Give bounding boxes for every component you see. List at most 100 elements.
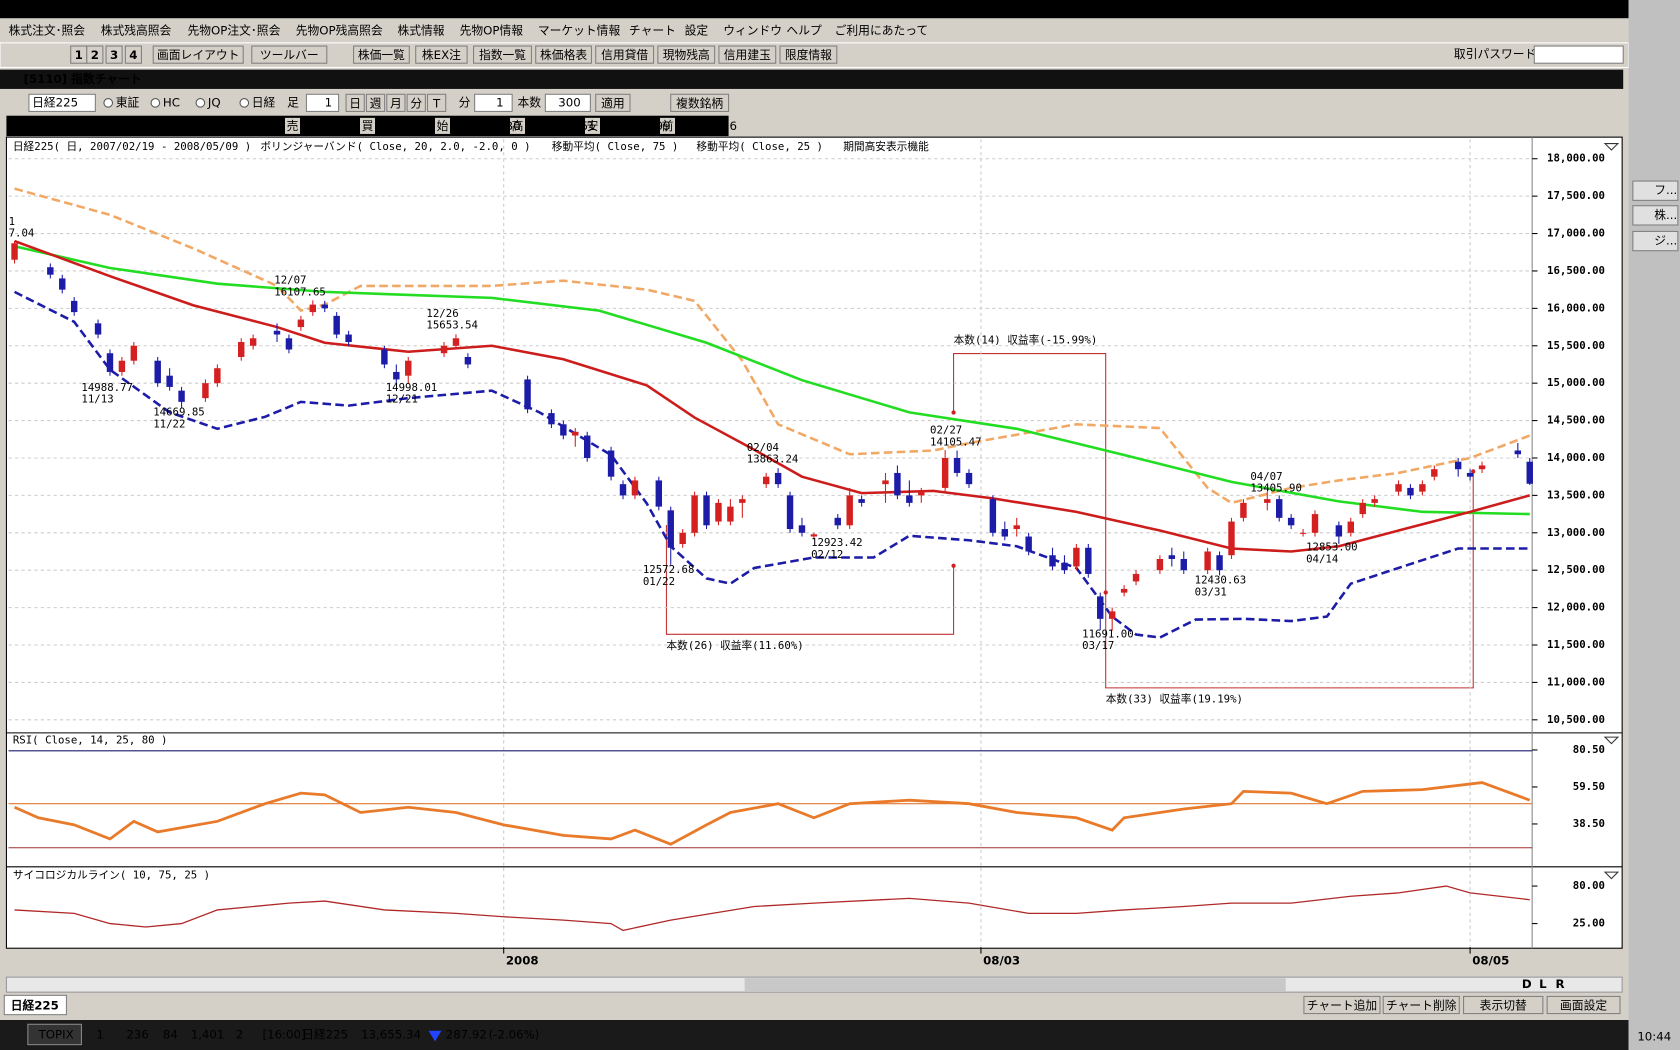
extreme-label: 14105.47	[930, 436, 982, 449]
password-input[interactable]	[1534, 46, 1623, 63]
candle-body	[787, 495, 793, 529]
candle-body	[715, 503, 721, 522]
candle-body	[178, 391, 184, 402]
candle-body	[942, 458, 948, 488]
candle-body	[656, 480, 662, 506]
y-tick-label: 12,500.00	[1547, 563, 1605, 576]
candle-body	[298, 320, 304, 327]
menu-item[interactable]: ウィンドウ	[723, 24, 782, 38]
ashi-value: 1	[325, 95, 333, 109]
candle-body	[1264, 499, 1270, 503]
period-label: 本数(26) 収益率(11.60%)	[666, 639, 803, 652]
menu-item[interactable]: マーケット情報	[538, 24, 621, 38]
candle-body	[763, 477, 769, 484]
candle-body	[608, 450, 614, 476]
scroll-thumb[interactable]	[745, 978, 1286, 991]
extreme-label: 16107.65	[274, 286, 326, 299]
candle-body	[1479, 465, 1485, 469]
candle-body	[119, 361, 125, 372]
extreme-label: 03/17	[1082, 639, 1114, 652]
y-tick-label: 18,000.00	[1547, 152, 1605, 165]
candle-body	[381, 350, 387, 365]
candle-body	[918, 492, 924, 496]
candle-body	[1360, 503, 1366, 514]
quote-sell_price: 0.00	[331, 119, 357, 133]
candle-body	[799, 525, 805, 532]
minute-input[interactable]	[475, 94, 513, 111]
candle-body	[441, 346, 447, 353]
y-tick-label: 80.00	[1573, 879, 1605, 892]
sidebar-task-label: 株...	[1654, 208, 1677, 222]
extreme-label: 12/21	[386, 393, 418, 406]
radio[interactable]	[151, 99, 160, 108]
y-tick-label: 10,500.00	[1547, 713, 1605, 726]
candle-body	[11, 243, 17, 259]
x-tick-label: 08/03	[983, 954, 1020, 968]
menu-item[interactable]: 先物OP残高照会	[296, 24, 383, 38]
candle-body	[954, 458, 960, 473]
period-button: 月	[390, 96, 402, 110]
quote-time: 16:00	[26, 119, 60, 133]
candle-body	[107, 353, 113, 372]
page-button: 1	[75, 48, 83, 62]
indicator-label: ボリンジャーバンド( Close, 20, 2.0, -2.0, 0 )	[260, 140, 530, 153]
candle-body	[1300, 533, 1306, 534]
candle-body	[1014, 525, 1020, 529]
scroll-nav[interactable]: D	[1522, 977, 1532, 991]
candle-body	[405, 361, 411, 376]
scroll-nav[interactable]: R	[1555, 977, 1564, 991]
y-tick-label: 17,000.00	[1547, 227, 1605, 240]
panel-title: 日経225( 日, 2007/02/19 - 2008/05/09 )	[13, 140, 251, 153]
period-label: 本数(14) 収益率(-15.99%)	[954, 334, 1098, 347]
chart-window-title-bar	[0, 70, 1623, 89]
menu-item[interactable]: ヘルプ	[786, 24, 822, 38]
menu-item[interactable]: 設定	[685, 24, 709, 38]
taskbar-index: TOPIX	[38, 1028, 74, 1042]
bottom-button: 画面設定	[1560, 999, 1607, 1013]
candle-body	[835, 518, 841, 525]
menu-item[interactable]: 先物OP情報	[460, 24, 524, 38]
candle-body	[47, 267, 53, 274]
candle-body	[906, 495, 912, 502]
menu-item[interactable]: チャート	[629, 24, 676, 38]
toolbar-button: 株価格表	[540, 48, 587, 62]
candle-body	[322, 305, 328, 309]
menu-item[interactable]: 株式注文･照会	[9, 24, 86, 38]
taskbar-count: 1	[96, 1028, 104, 1042]
scroll-nav[interactable]: L	[1539, 977, 1547, 991]
x-tick-label: 08/05	[1472, 954, 1509, 968]
bottom-button: チャート追加	[1307, 999, 1377, 1013]
candle-body	[154, 361, 160, 383]
candle-body	[1085, 548, 1091, 574]
taskbar-time: [16:00]	[263, 1028, 306, 1042]
extreme-label: 13405.90	[1250, 482, 1302, 495]
market-label: 東証	[116, 95, 140, 109]
symbol-tab-label: 日経225	[11, 999, 59, 1013]
quote-buy_price: 0.00	[406, 119, 432, 133]
ashi-input[interactable]	[306, 94, 338, 111]
radio[interactable]	[104, 99, 113, 108]
candle-body	[393, 372, 399, 379]
candle-body	[858, 499, 864, 503]
taskbar-symbol: 日経225	[302, 1028, 348, 1042]
menu-item[interactable]: 株式情報	[398, 24, 445, 38]
candle-body	[548, 413, 554, 424]
menu-item[interactable]: 先物OP注文･照会	[188, 24, 281, 38]
candle-body	[95, 323, 101, 334]
period-dot	[1471, 469, 1475, 473]
candle-body	[1515, 450, 1521, 454]
radio[interactable]	[196, 99, 205, 108]
menu-item[interactable]: 株式残高照会	[101, 24, 172, 38]
y-tick-label: 25.00	[1573, 917, 1605, 930]
quote-change_pct: 2.06%	[175, 119, 212, 133]
bottom-button: 表示切替	[1480, 999, 1527, 1013]
candle-body	[1216, 555, 1222, 570]
toolbar-button: 限度情報	[785, 48, 832, 62]
menu-item[interactable]: ご利用にあたって	[835, 24, 929, 38]
candle-body	[453, 338, 459, 345]
radio[interactable]	[240, 99, 249, 108]
candle-body	[775, 473, 781, 484]
candle-body	[1348, 522, 1354, 533]
candle-body	[71, 301, 77, 312]
